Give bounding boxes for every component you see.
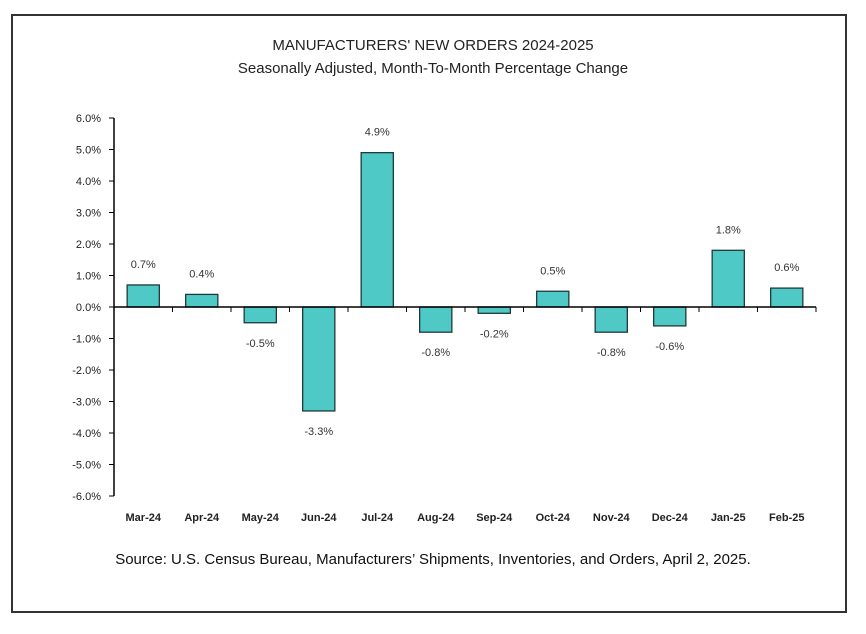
data-label: 1.8%	[716, 224, 741, 236]
category-labels: Mar-24 Apr-24 May-24 Jun-24 Jul-24 Aug-24 Sep-…	[126, 512, 805, 524]
bar-dec-24	[653, 306, 687, 327]
x-tick-label: Apr-24	[184, 512, 220, 524]
x-tick-label: Jul-24	[361, 512, 394, 524]
data-label: 0.6%	[774, 262, 799, 274]
data-label: -0.8%	[597, 347, 626, 359]
y-axis: 6.0% 5.0% 4.0% 3.0% 2.0% 1.0% 0.0% -1.0% -2.0% -3…	[72, 113, 115, 503]
data-label: -0.5%	[246, 338, 275, 350]
y-tick-label: 0.0%	[76, 302, 101, 314]
y-tick-label: -4.0%	[72, 428, 101, 440]
bar-feb-25	[770, 287, 804, 308]
data-label: 0.4%	[189, 268, 214, 280]
x-tick-label: Jan-25	[711, 512, 746, 524]
y-tick-label: 5.0%	[76, 145, 101, 157]
y-tick-label: 3.0%	[76, 208, 101, 220]
x-tick-label: Nov-24	[593, 512, 631, 524]
bar-apr-24	[185, 293, 219, 308]
data-label: 4.9%	[365, 127, 390, 139]
bar-may-24	[243, 306, 277, 324]
bar-sep-24	[477, 306, 511, 314]
bar-jul-24	[360, 151, 394, 308]
y-tick-label: 4.0%	[76, 176, 101, 188]
y-tick-label: 2.0%	[76, 239, 101, 251]
x-tick-label: Dec-24	[652, 512, 689, 524]
chart-title: MANUFACTURERS' NEW ORDERS 2024-2025	[272, 37, 594, 54]
x-tick-label: Sep-24	[476, 512, 513, 524]
chart-subtitle: Seasonally Adjusted, Month-To-Month Perc…	[237, 60, 629, 77]
source-note: Source: U.S. Census Bureau, Manufacturer…	[115, 551, 751, 568]
bar-jan-25	[711, 249, 745, 308]
data-label: 0.5%	[540, 265, 565, 277]
data-label: -0.6%	[655, 341, 684, 353]
x-tick-label: May-24	[242, 512, 280, 524]
x-tick-label: Aug-24	[417, 512, 455, 524]
data-label: -0.8%	[421, 347, 450, 359]
bar-aug-24	[419, 306, 453, 333]
y-tick-label: -2.0%	[72, 365, 101, 377]
y-tick-label: -6.0%	[72, 491, 101, 503]
data-label: -3.3%	[304, 426, 333, 438]
bar-nov-24	[594, 306, 628, 333]
y-tick-label: -5.0%	[72, 460, 101, 472]
x-tick-label: Feb-25	[769, 512, 804, 524]
data-label: -0.2%	[480, 328, 509, 340]
y-tick-label: -3.0%	[72, 397, 101, 409]
x-tick-label: Jun-24	[301, 512, 337, 524]
bar-oct-24	[536, 290, 570, 308]
x-tick-label: Oct-24	[536, 512, 571, 524]
data-labels: 0.7% 0.4% -0.5% -3.3% 4.9% -0.8% -0.2% 0.5% -0.8…	[131, 127, 800, 438]
y-tick-label: -1.0%	[72, 334, 101, 346]
y-tick-label: 6.0%	[76, 113, 101, 125]
bar-jun-24	[302, 306, 336, 412]
x-tick-label: Mar-24	[126, 512, 162, 524]
data-label: 0.7%	[131, 259, 156, 271]
y-tick-label: 1.0%	[76, 271, 101, 283]
x-axis	[114, 306, 817, 312]
bars	[126, 151, 804, 412]
bar-mar-24	[126, 284, 160, 308]
